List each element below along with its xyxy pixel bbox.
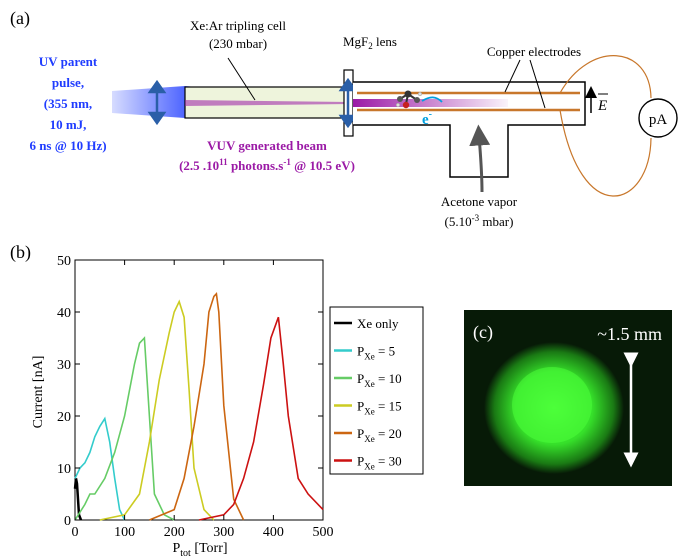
series-line-5 (198, 316, 324, 521)
beam-spot-core (512, 367, 592, 443)
x-tick-label: 0 (72, 525, 79, 540)
uv-pulse-label: UV parent pulse, (355 nm, 10 mJ, 6 ns @ … (29, 54, 106, 153)
mgf2-lens (338, 77, 358, 129)
vuv-title: VUV generated beam (207, 138, 327, 153)
series-line-2 (74, 336, 175, 521)
vuv-inside-cell (185, 100, 350, 106)
acetone-pressure: (5.10-3 mbar) (445, 213, 514, 229)
electrodes-label: Copper electrodes (487, 44, 581, 59)
mgf2-label: MgF2 lens (343, 34, 397, 51)
panel-c: (c) ~1.5 mm (464, 310, 672, 486)
legend-items: Xe only PXe = 5 PXe = 10 PXe = 15 PXe = 20 PX… (334, 316, 402, 472)
y-tick-label: 40 (57, 306, 71, 321)
chart-ticks: 0 100 200 300 400 500 0 10 20 30 40 50 (57, 254, 334, 540)
legend-label-5: PXe = 30 (357, 454, 402, 472)
series-line-0 (73, 478, 83, 521)
ammeter-label: pA (649, 112, 668, 128)
series-line-1 (74, 416, 126, 521)
focusing-lens (147, 79, 167, 126)
chart-series (73, 292, 324, 521)
vuv-beam-chamber (353, 99, 508, 107)
electrodes-pointer-2 (529, 59, 546, 109)
scale-label: ~1.5 mm (597, 324, 662, 344)
circuit-wire-top (559, 55, 652, 99)
ammeter (638, 98, 678, 138)
y-tick-label: 30 (57, 358, 71, 373)
cell-label-pointer (227, 57, 256, 101)
y-axis-label: Current [nA] (31, 356, 46, 429)
electrodes-pointer-1 (504, 59, 521, 93)
y-tick-label: 0 (64, 514, 71, 529)
circuit-wire-bottom (559, 109, 652, 197)
series-line-4 (149, 292, 245, 521)
electron-trajectory (421, 96, 443, 103)
uv-line-1: UV parent (39, 54, 98, 69)
panel-c-label: (c) (473, 322, 493, 343)
uv-line-4: 10 mJ, (50, 117, 87, 132)
legend-label-3: PXe = 15 (357, 399, 402, 417)
uv-line-3: (355 nm, (44, 96, 92, 111)
y-tick-label: 50 (57, 254, 71, 269)
x-axis-label: Ptot [Torr] (172, 541, 227, 558)
y-tick-label: 10 (57, 462, 71, 477)
y-tick-label: 20 (57, 410, 71, 425)
cell-title: Xe:Ar tripling cell (190, 18, 286, 33)
acetone-molecule-icon (395, 90, 423, 109)
legend-label-1: PXe = 5 (357, 344, 395, 362)
x-tick-label: 300 (213, 525, 234, 540)
panel-a-label: (a) (10, 8, 30, 29)
interaction-chamber (353, 81, 586, 178)
panel-a: (a) UV parent pulse, (355 nm, 10 mJ, 6 n… (10, 8, 678, 229)
panel-b-label: (b) (10, 242, 31, 263)
cell-pressure: (230 mbar) (209, 36, 267, 51)
uv-line-5: 6 ns @ 10 Hz) (29, 138, 106, 153)
acetone-inlet-arrow (469, 124, 491, 193)
field-symbol: E (597, 98, 607, 114)
x-tick-label: 500 (313, 525, 334, 540)
panel-b: (b) 0 100 200 300 400 500 0 10 20 30 40 50 Current … (10, 242, 424, 558)
legend-label-0: Xe only (357, 316, 399, 331)
legend-box (329, 306, 424, 475)
legend-label-2: PXe = 10 (357, 371, 402, 389)
x-tick-label: 100 (114, 525, 135, 540)
series-line-3 (99, 299, 215, 521)
x-tick-label: 400 (263, 525, 284, 540)
uv-line-2: pulse, (52, 75, 84, 90)
electron-label: e- (422, 109, 432, 128)
vuv-detail: (2.5 .1011 photons.s-1 @ 10.5 eV) (179, 157, 355, 173)
legend-label-4: PXe = 20 (357, 426, 402, 444)
acetone-label: Acetone vapor (441, 194, 518, 209)
x-tick-label: 200 (164, 525, 185, 540)
chart-legend: Xe only PXe = 5 PXe = 10 PXe = 15 PXe = 20 PX… (329, 306, 424, 475)
